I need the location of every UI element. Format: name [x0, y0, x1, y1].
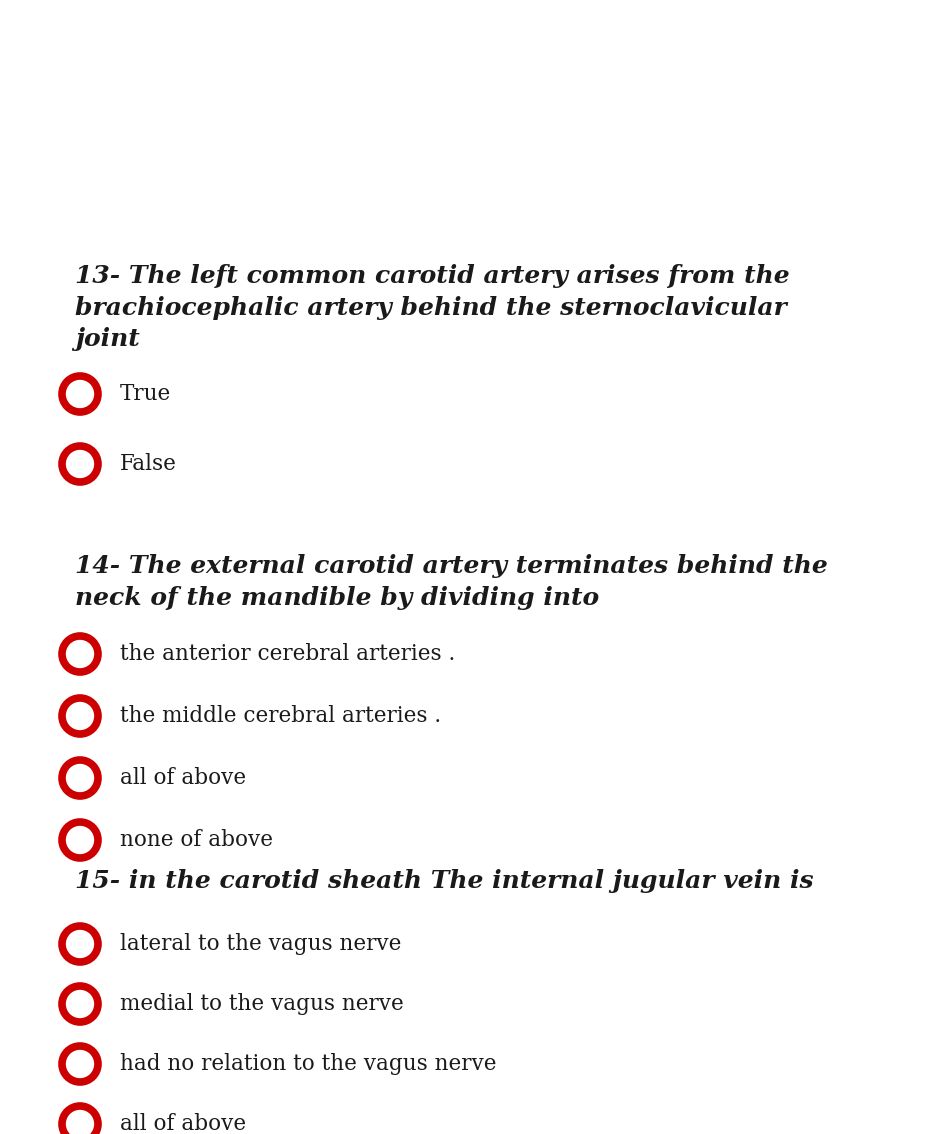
Text: all of above: all of above	[120, 767, 247, 789]
Text: the anterior cerebral arteries .: the anterior cerebral arteries .	[120, 643, 455, 665]
Text: lateral to the vagus nerve: lateral to the vagus nerve	[120, 933, 401, 955]
Text: all of above: all of above	[120, 1112, 247, 1134]
Text: True: True	[120, 383, 171, 405]
Text: the middle cerebral arteries .: the middle cerebral arteries .	[120, 705, 441, 727]
Text: 13- The left common carotid artery arises from the
brachiocephalic artery behind: 13- The left common carotid artery arise…	[75, 264, 790, 352]
Text: had no relation to the vagus nerve: had no relation to the vagus nerve	[120, 1053, 497, 1075]
Text: 14- The external carotid artery terminates behind the
neck of the mandible by di: 14- The external carotid artery terminat…	[75, 555, 828, 610]
Text: medial to the vagus nerve: medial to the vagus nerve	[120, 993, 404, 1015]
Text: False: False	[120, 452, 177, 475]
Text: none of above: none of above	[120, 829, 273, 850]
Text: 15- in the carotid sheath The internal jugular vein is: 15- in the carotid sheath The internal j…	[75, 869, 814, 892]
